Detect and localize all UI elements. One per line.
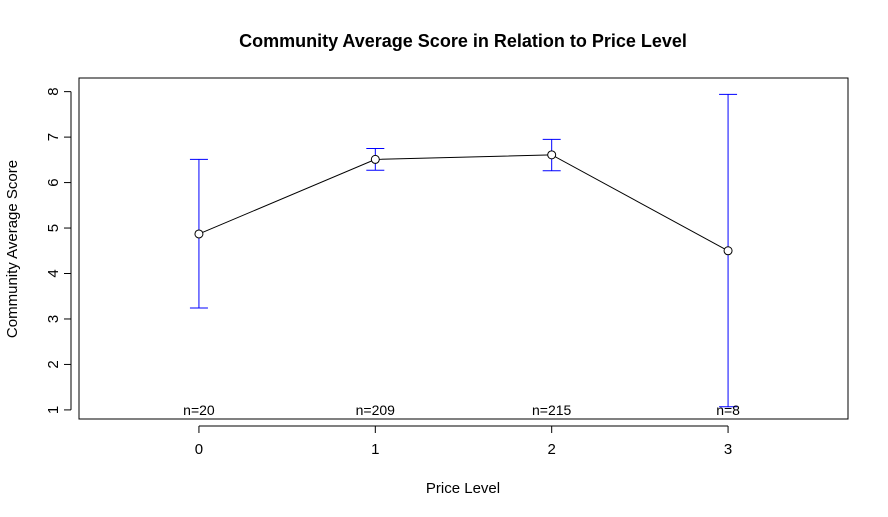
x-tick-label: 1: [371, 441, 379, 458]
chart-title: Community Average Score in Relation to P…: [239, 31, 687, 51]
y-tick-label: 1: [45, 406, 62, 414]
data-point: [194, 229, 204, 239]
y-axis-title: Community Average Score: [4, 160, 21, 338]
y-axis: 1 2 3 4 5 6 7 8: [45, 87, 72, 414]
data-point: [370, 154, 380, 164]
y-tick-label: 3: [45, 315, 62, 323]
x-axis-title: Price Level: [426, 480, 500, 497]
sample-size-label: n=215: [532, 402, 572, 418]
plot-frame: [78, 77, 849, 420]
y-tick-label: 6: [45, 178, 62, 186]
series-line: [194, 150, 733, 256]
y-tick-label: 5: [45, 224, 62, 232]
sample-size-labels: n=20 n=209 n=215 n=8: [183, 402, 740, 418]
y-tick-label: 4: [45, 269, 62, 277]
data-point: [547, 150, 557, 160]
error-bars: [189, 93, 738, 408]
x-tick-label: 3: [724, 441, 732, 458]
sample-size-label: n=209: [356, 402, 396, 418]
y-tick-label: 2: [45, 360, 62, 368]
x-tick-label: 2: [548, 441, 556, 458]
y-tick-label: 7: [45, 133, 62, 141]
y-tick-label: 8: [45, 87, 62, 95]
x-tick-label: 0: [195, 441, 203, 458]
series-polyline: [198, 154, 729, 252]
x-axis: 0 1 2 3: [195, 425, 732, 458]
sample-size-label: n=8: [716, 402, 740, 418]
sample-size-label: n=20: [183, 402, 215, 418]
data-point: [723, 246, 733, 256]
